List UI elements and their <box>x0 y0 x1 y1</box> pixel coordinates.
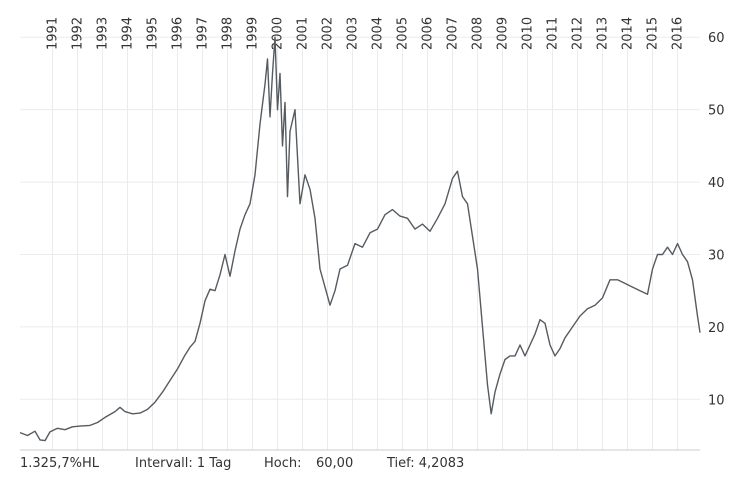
x-tick-label-2010: 2010 <box>521 17 536 50</box>
x-tick-label-2008: 2008 <box>471 17 486 50</box>
x-tick-label-2013: 2013 <box>596 17 611 50</box>
x-tick-label-1995: 1995 <box>146 17 161 50</box>
x-tick-label-2007: 2007 <box>446 17 461 50</box>
x-tick-label-2004: 2004 <box>371 17 386 50</box>
high-label: Hoch: <box>264 456 302 471</box>
horizontal-gridlines <box>20 36 700 400</box>
x-tick-label-1999: 1999 <box>246 17 261 50</box>
x-tick-label-2003: 2003 <box>346 17 361 50</box>
x-tick-label-2005: 2005 <box>396 17 411 50</box>
x-tick-label-1992: 1992 <box>71 17 86 50</box>
y-tick-label-10: 10 <box>708 393 725 408</box>
x-tick-label-1994: 1994 <box>121 17 136 50</box>
x-tick-label-1993: 1993 <box>96 17 111 50</box>
vertical-gridlines <box>52 20 678 450</box>
y-tick-label-50: 50 <box>708 104 725 119</box>
x-tick-label-1996: 1996 <box>171 17 186 50</box>
x-tick-label-2001: 2001 <box>296 17 311 50</box>
x-tick-label-2009: 2009 <box>496 17 511 50</box>
performance-text: 1.325,7%HL <box>20 456 99 471</box>
series-line-0 <box>19 36 701 442</box>
x-tick-label-1991: 1991 <box>46 17 61 50</box>
x-tick-label-1998: 1998 <box>221 17 236 50</box>
low-text: Tief: 4,2083 <box>387 456 465 471</box>
x-tick-labels: 1991 1992 1993 1994 1995 1996 1997 1998 1999 2000… <box>46 17 686 50</box>
price-series <box>19 36 701 442</box>
y-tick-label-60: 60 <box>708 31 725 46</box>
high-value: 60,00 <box>316 456 354 471</box>
x-tick-label-2015: 2015 <box>646 17 661 50</box>
x-tick-label-2016: 2016 <box>671 17 686 50</box>
x-tick-label-2011: 2011 <box>546 17 561 50</box>
x-tick-label-2006: 2006 <box>421 17 436 50</box>
y-tick-label-20: 20 <box>708 321 725 336</box>
x-tick-label-2014: 2014 <box>621 17 636 50</box>
x-tick-label-1997: 1997 <box>196 17 211 50</box>
y-tick-label-40: 40 <box>708 176 725 191</box>
x-tick-label-2002: 2002 <box>321 17 336 50</box>
interval-text: Intervall: 1 Tag <box>135 456 232 471</box>
x-tick-label-2000: 2000 <box>271 17 286 50</box>
y-tick-labels: 10 20 30 40 50 60 <box>708 31 725 408</box>
x-tick-label-2012: 2012 <box>571 17 586 50</box>
y-tick-label-30: 30 <box>708 248 725 263</box>
